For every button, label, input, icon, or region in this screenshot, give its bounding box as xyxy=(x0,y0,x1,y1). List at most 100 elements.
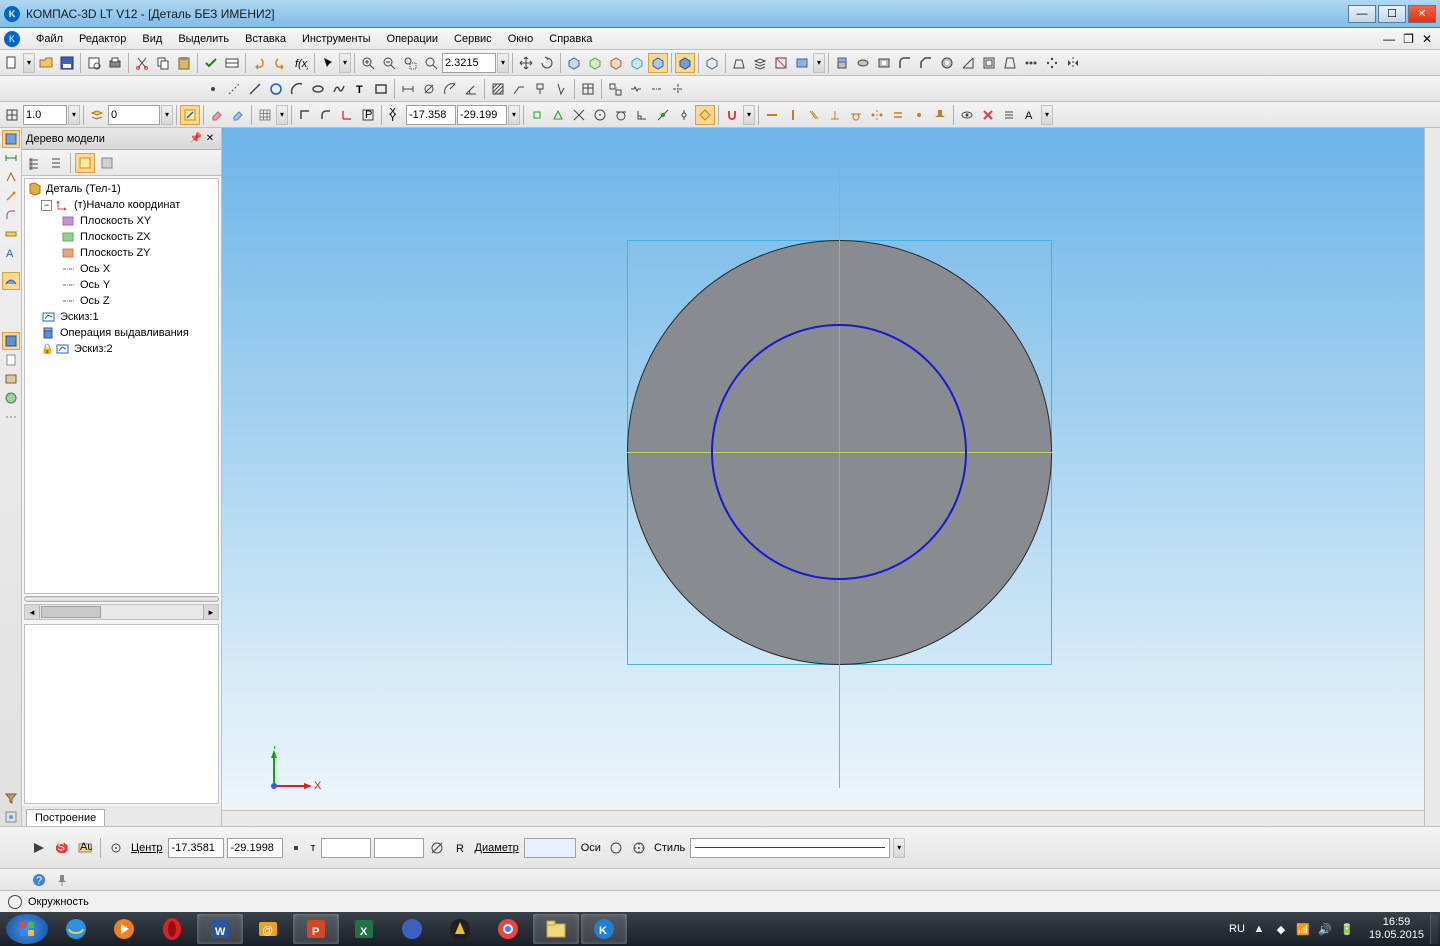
grid-icon[interactable] xyxy=(255,105,275,125)
elem-panel-icon[interactable] xyxy=(2,389,20,407)
projection-icon[interactable] xyxy=(605,79,625,99)
taskbar-app1[interactable] xyxy=(437,914,483,944)
zoom-window-icon[interactable] xyxy=(400,53,420,73)
constraint-eq-icon[interactable] xyxy=(888,105,908,125)
coord-dropdown[interactable]: ▾ xyxy=(508,105,520,125)
view-top-icon[interactable] xyxy=(627,53,647,73)
sketch-icon[interactable] xyxy=(792,53,812,73)
spec-panel-icon[interactable] xyxy=(2,332,20,350)
tree-toggle[interactable]: − xyxy=(41,200,52,211)
elem-filter-icon[interactable] xyxy=(2,808,20,826)
rotate-icon[interactable] xyxy=(537,53,557,73)
center-x-input[interactable] xyxy=(168,838,224,858)
edit-panel-icon[interactable] xyxy=(2,187,20,205)
aux-line-icon[interactable] xyxy=(224,79,244,99)
lib-panel-icon[interactable] xyxy=(2,370,20,388)
constr-list-icon[interactable] xyxy=(999,105,1019,125)
menu-window[interactable]: Окно xyxy=(500,31,542,47)
view-back-icon[interactable] xyxy=(606,53,626,73)
arc-icon[interactable] xyxy=(287,79,307,99)
eraser1-icon[interactable] xyxy=(207,105,227,125)
geom-panel-icon[interactable] xyxy=(2,130,20,148)
viewport-hscroll[interactable] xyxy=(222,810,1424,826)
dim-angle-icon[interactable] xyxy=(461,79,481,99)
centerline-icon[interactable] xyxy=(647,79,667,99)
taskbar-ie[interactable] xyxy=(53,914,99,944)
extrude-icon[interactable] xyxy=(832,53,852,73)
coord-x-input[interactable] xyxy=(406,105,456,125)
panel-pin-icon[interactable]: 📌 xyxy=(189,132,203,146)
lang-indicator[interactable]: RU xyxy=(1229,923,1245,935)
model-tree[interactable]: Деталь (Тел-1) − (т)Начало координат Пло… xyxy=(24,178,219,594)
axes-on-icon[interactable] xyxy=(629,838,649,858)
tree-mode3-icon[interactable] xyxy=(75,153,95,173)
taskbar-firefox[interactable] xyxy=(389,914,435,944)
magnet-icon[interactable] xyxy=(722,105,742,125)
snap-cen-icon[interactable] xyxy=(590,105,610,125)
diam-input[interactable] xyxy=(524,838,576,858)
menu-help[interactable]: Справка xyxy=(541,31,600,47)
constraint-v-icon[interactable] xyxy=(783,105,803,125)
hscroll-thumb[interactable] xyxy=(41,606,101,618)
point-mode-icon[interactable] xyxy=(286,838,306,858)
tree-mode1-icon[interactable] xyxy=(24,153,44,173)
tray-net-icon[interactable]: 📶 xyxy=(1295,921,1311,937)
paste-icon[interactable] xyxy=(174,53,194,73)
pan-icon[interactable] xyxy=(516,53,536,73)
cursor-dropdown[interactable]: ▾ xyxy=(339,53,351,73)
close-button[interactable]: ✕ xyxy=(1408,5,1436,23)
hscroll-right[interactable]: ► xyxy=(203,605,218,619)
fillet-icon[interactable] xyxy=(895,53,915,73)
constraint-fix-icon[interactable] xyxy=(930,105,950,125)
report-panel-icon[interactable] xyxy=(2,351,20,369)
point-x-input[interactable] xyxy=(321,838,371,858)
taskbar-explorer[interactable] xyxy=(533,914,579,944)
fx-icon[interactable]: f(x) xyxy=(291,53,311,73)
doc-restore[interactable]: ❐ xyxy=(1399,32,1418,46)
draft-icon[interactable] xyxy=(1000,53,1020,73)
perspective-icon[interactable] xyxy=(729,53,749,73)
print-icon[interactable] xyxy=(105,53,125,73)
constraint-sym-icon[interactable] xyxy=(867,105,887,125)
show-constr-icon[interactable] xyxy=(957,105,977,125)
leader-icon[interactable] xyxy=(509,79,529,99)
menu-file[interactable]: Файл xyxy=(28,31,71,47)
snap-quad-icon[interactable] xyxy=(695,105,715,125)
view-normal-icon[interactable] xyxy=(648,53,668,73)
tree-plane-zx[interactable]: Плоскость ZX xyxy=(80,231,151,243)
show-desktop[interactable] xyxy=(1430,914,1438,944)
zoom-dropdown[interactable]: ▾ xyxy=(497,53,509,73)
snap-perp-icon[interactable] xyxy=(632,105,652,125)
tray-flag-icon[interactable]: ▲ xyxy=(1251,921,1267,937)
measure-panel-icon[interactable] xyxy=(2,225,20,243)
constr-auto-icon[interactable]: A xyxy=(1020,105,1040,125)
new-dropdown[interactable]: ▾ xyxy=(23,53,35,73)
zoom-in-icon[interactable] xyxy=(358,53,378,73)
snap-grid-icon[interactable] xyxy=(2,105,22,125)
rect-icon[interactable] xyxy=(371,79,391,99)
surface-panel-icon[interactable] xyxy=(2,272,20,290)
step-input[interactable] xyxy=(23,105,67,125)
sketch-circle[interactable] xyxy=(711,324,967,580)
menu-editor[interactable]: Редактор xyxy=(71,31,134,47)
grid-dropdown[interactable]: ▾ xyxy=(276,105,288,125)
new-icon[interactable] xyxy=(2,53,22,73)
eraser2-icon[interactable] xyxy=(228,105,248,125)
magnet-dropdown[interactable]: ▾ xyxy=(743,105,755,125)
taskbar-clock[interactable]: 16:59 19.05.2015 xyxy=(1363,916,1430,942)
dim-linear-icon[interactable] xyxy=(398,79,418,99)
iso-xyz-icon[interactable] xyxy=(564,53,584,73)
taskbar-chrome[interactable] xyxy=(485,914,531,944)
point-icon[interactable] xyxy=(203,79,223,99)
layers-icon[interactable] xyxy=(750,53,770,73)
step-dropdown[interactable]: ▾ xyxy=(68,105,80,125)
zoom-prev-icon[interactable] xyxy=(421,53,441,73)
tree-origin[interactable]: (т)Начало координат xyxy=(74,199,180,211)
constraint-par-icon[interactable] xyxy=(804,105,824,125)
line-icon[interactable] xyxy=(245,79,265,99)
tray-shield-icon[interactable]: ◆ xyxy=(1273,921,1289,937)
tree-hscroll[interactable]: ◄ ► xyxy=(24,604,219,620)
hole-icon[interactable] xyxy=(937,53,957,73)
snap-near-icon[interactable] xyxy=(653,105,673,125)
spline-icon[interactable] xyxy=(329,79,349,99)
